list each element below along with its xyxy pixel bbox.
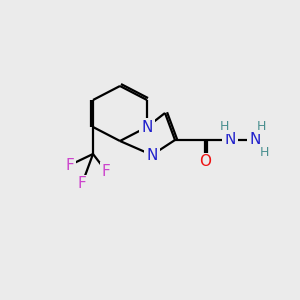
Text: F: F: [102, 164, 110, 178]
Text: N: N: [224, 133, 236, 148]
Text: F: F: [78, 176, 86, 191]
Text: O: O: [199, 154, 211, 169]
Text: N: N: [249, 133, 261, 148]
Text: H: H: [256, 119, 266, 133]
Text: H: H: [219, 119, 229, 133]
Text: F: F: [66, 158, 74, 172]
Text: N: N: [146, 148, 158, 163]
Text: H: H: [259, 146, 269, 160]
Text: N: N: [141, 119, 153, 134]
